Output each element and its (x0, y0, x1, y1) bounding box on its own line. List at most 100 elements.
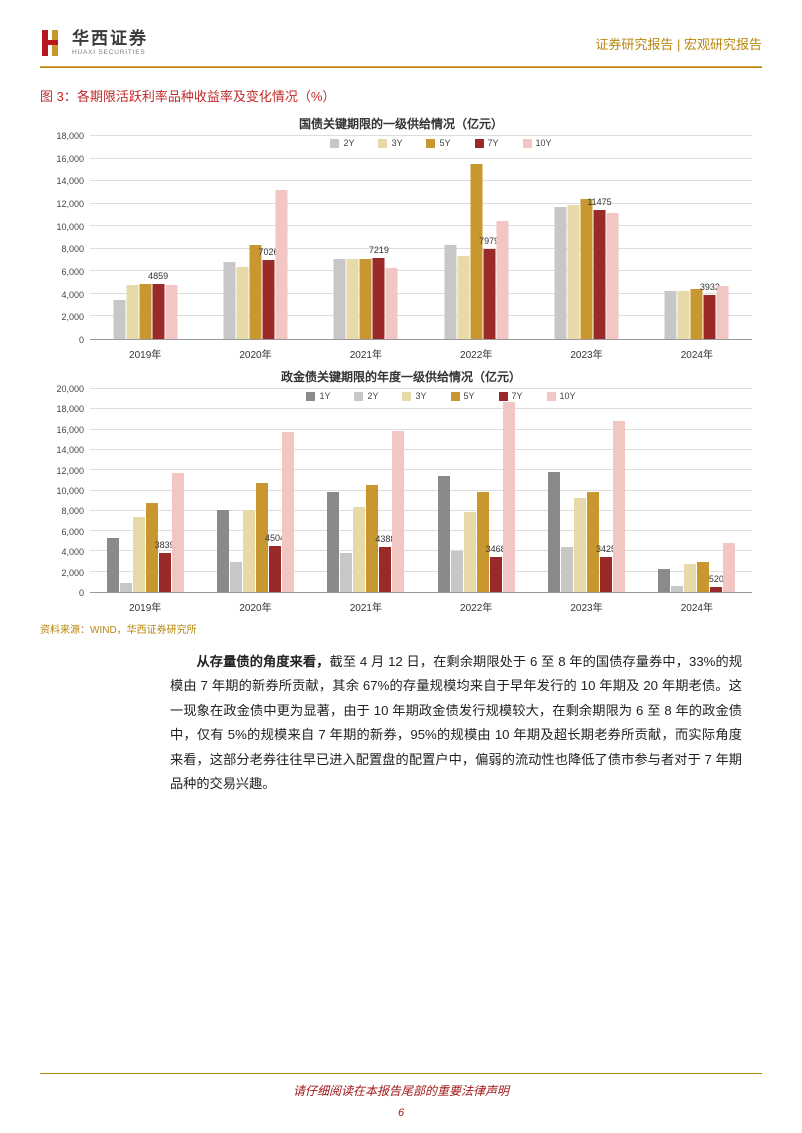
grid-line (90, 180, 752, 181)
grid-line (90, 510, 752, 511)
bar (658, 569, 670, 592)
y-tick-label: 12,000 (56, 466, 84, 476)
bar-group: 520 (658, 543, 736, 592)
bar (139, 284, 151, 339)
legend-label: 7Y (512, 391, 523, 401)
footer-disclaimer: 请仔细阅读在本报告尾部的重要法律声明 (40, 1082, 762, 1099)
bar (691, 289, 703, 339)
bar (496, 221, 508, 339)
bar (470, 164, 482, 339)
bar (237, 267, 249, 339)
bar: 4859 (152, 284, 164, 339)
bar-group: 7979 (444, 164, 509, 339)
chart-2-legend: 1Y2Y3Y5Y7Y10Y (140, 391, 742, 401)
bar (120, 583, 132, 592)
legend-label: 3Y (415, 391, 426, 401)
y-tick-label: 20,000 (56, 384, 84, 394)
para-body: 截至 4 月 12 日，在剩余期限处于 6 至 8 年的国债存量券中，33%的规… (170, 654, 742, 791)
legend-swatch (499, 392, 508, 401)
page-number: 6 (0, 1107, 802, 1119)
bar (671, 586, 683, 592)
legend-swatch (451, 392, 460, 401)
bar-group: 7026 (223, 190, 288, 339)
grid-line (90, 388, 752, 389)
legend-swatch (378, 139, 387, 148)
logo-block: 华西证券 HUAXI SECURITIES (40, 28, 148, 58)
bar (334, 259, 346, 339)
bar (360, 259, 372, 339)
chart-1-y-axis: 02,0004,0006,0008,00010,00012,00014,0001… (40, 136, 88, 340)
bar: 7979 (483, 249, 495, 339)
grid-line (90, 135, 752, 136)
legend-item: 7Y (499, 391, 523, 401)
legend-swatch (306, 392, 315, 401)
bar (717, 286, 729, 339)
y-tick-label: 0 (79, 588, 84, 598)
footer-rule (40, 1073, 762, 1074)
bar (386, 268, 398, 339)
y-tick-label: 12,000 (56, 199, 84, 209)
bar: 3425 (600, 557, 612, 592)
bar (340, 553, 352, 592)
bar-group: 7219 (333, 258, 398, 339)
bar: 3468 (490, 557, 502, 592)
bar (133, 517, 145, 592)
y-tick-label: 6,000 (61, 267, 84, 277)
x-tick-label: 2020年 (239, 346, 271, 361)
y-tick-label: 2,000 (61, 312, 84, 322)
y-tick-label: 2,000 (61, 568, 84, 578)
chart-2-title: 政金债关键期限的年度一级供给情况（亿元） (40, 368, 762, 385)
bar (438, 476, 450, 592)
chart-1-plot: 2Y3Y5Y7Y10Y 4859702672197979114753932 (90, 136, 752, 340)
grid-line (90, 203, 752, 204)
legend-label: 2Y (343, 138, 354, 148)
legend-swatch (475, 139, 484, 148)
grid-line (90, 469, 752, 470)
legend-swatch (354, 392, 363, 401)
legend-label: 1Y (319, 391, 330, 401)
grid-line (90, 158, 752, 159)
legend-item: 5Y (426, 138, 450, 148)
bar (107, 538, 119, 592)
chart-2-plot: 1Y2Y3Y5Y7Y10Y 38394504438834683425520 (90, 389, 752, 593)
legend-label: 2Y (367, 391, 378, 401)
figure-source: 资料来源：WIND，华西证券研究所 (40, 621, 762, 636)
bar (276, 190, 288, 339)
y-tick-label: 4,000 (61, 547, 84, 557)
bar (282, 432, 294, 592)
x-tick-label: 2019年 (129, 599, 161, 614)
legend-item: 3Y (378, 138, 402, 148)
bar (243, 510, 255, 592)
bar: 4388 (379, 547, 391, 592)
bar-group: 3425 (548, 421, 626, 592)
legend-swatch (426, 139, 435, 148)
grid-line (90, 225, 752, 226)
logo-text-en: HUAXI SECURITIES (72, 49, 148, 56)
legend-label: 7Y (488, 138, 499, 148)
bar (477, 492, 489, 592)
grid-line (90, 248, 752, 249)
legend-item: 7Y (475, 138, 499, 148)
bar-value-label: 4859 (148, 271, 168, 281)
y-tick-label: 18,000 (56, 404, 84, 414)
bar-group: 4504 (217, 432, 295, 592)
bar: 11475 (594, 210, 606, 339)
bar-group: 3932 (664, 286, 729, 339)
bar: 3839 (159, 553, 171, 592)
y-tick-label: 16,000 (56, 154, 84, 164)
legend-item: 3Y (402, 391, 426, 401)
chart-2: 政金债关键期限的年度一级供给情况（亿元） 02,0004,0006,0008,0… (40, 368, 762, 617)
y-tick-label: 4,000 (61, 290, 84, 300)
x-tick-label: 2023年 (570, 599, 602, 614)
chart-2-y-axis: 02,0004,0006,0008,00010,00012,00014,0001… (40, 389, 88, 593)
y-tick-label: 18,000 (56, 131, 84, 141)
legend-item: 2Y (330, 138, 354, 148)
bar (217, 510, 229, 592)
bar (172, 473, 184, 592)
bar (665, 291, 677, 339)
bar-group: 11475 (554, 199, 619, 339)
bar: 3932 (704, 295, 716, 339)
legend-item: 2Y (354, 391, 378, 401)
bar (568, 205, 580, 339)
chart-2-x-axis: 2019年2020年2021年2022年2023年2024年 (90, 595, 752, 617)
